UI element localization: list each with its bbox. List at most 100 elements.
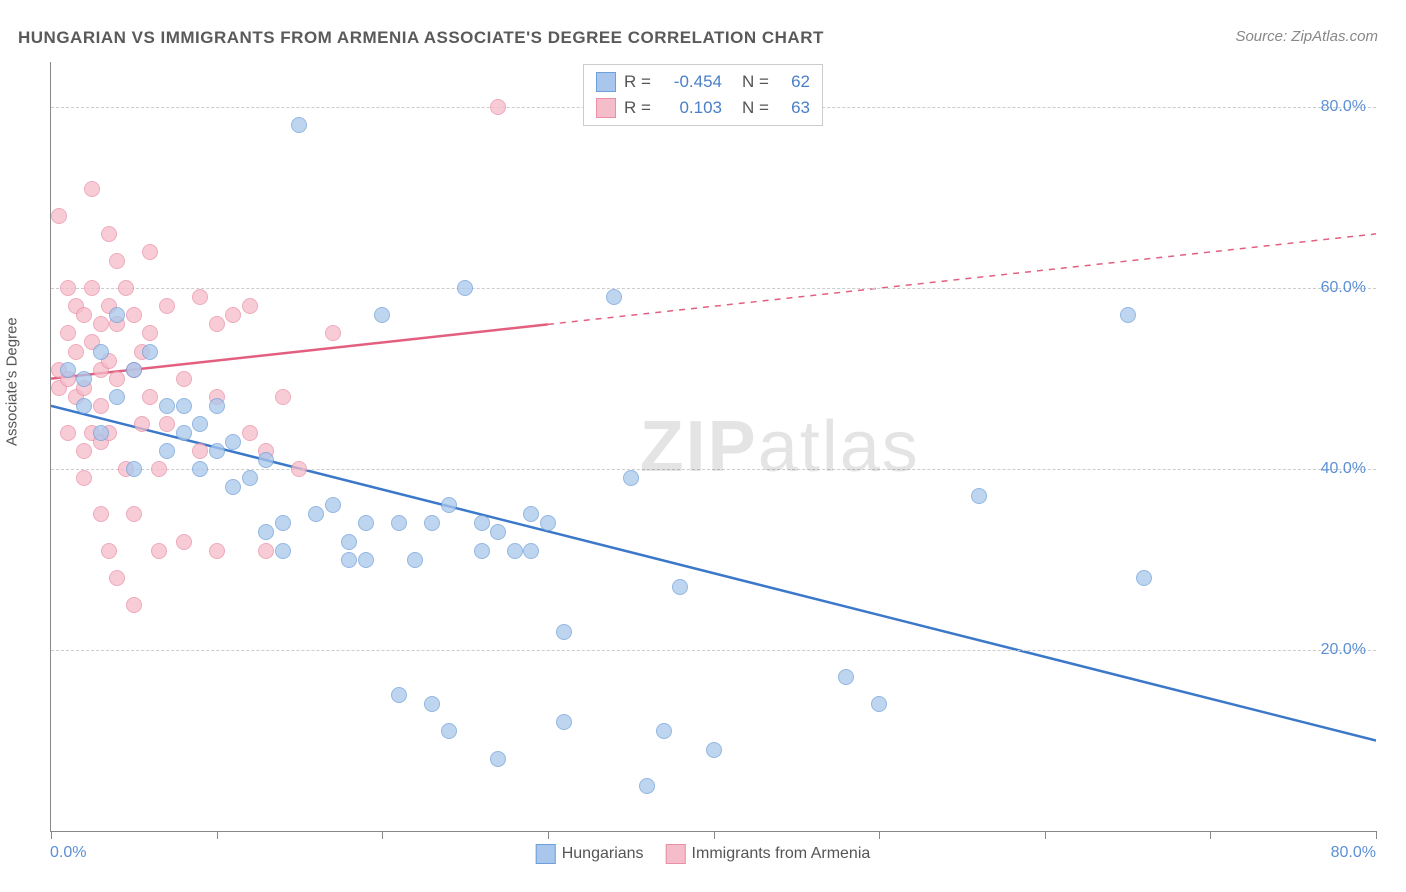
scatter-point [142, 244, 158, 260]
scatter-point [341, 552, 357, 568]
chart-title: HUNGARIAN VS IMMIGRANTS FROM ARMENIA ASS… [18, 28, 824, 48]
x-tick [714, 831, 715, 839]
scatter-point [176, 534, 192, 550]
x-axis-max-label: 80.0% [1331, 844, 1376, 862]
scatter-point [556, 624, 572, 640]
legend-r-value: -0.454 [662, 69, 722, 95]
scatter-point [606, 289, 622, 305]
scatter-point [407, 552, 423, 568]
chart-plot-area: ZIPatlas 20.0%40.0%60.0%80.0% [50, 62, 1376, 832]
scatter-point [391, 515, 407, 531]
scatter-point [76, 398, 92, 414]
scatter-point [441, 497, 457, 513]
scatter-point [490, 751, 506, 767]
scatter-point [101, 226, 117, 242]
scatter-point [93, 316, 109, 332]
scatter-point [84, 181, 100, 197]
scatter-point [1136, 570, 1152, 586]
trend-lines-layer [51, 62, 1376, 831]
scatter-point [126, 506, 142, 522]
scatter-point [60, 280, 76, 296]
x-tick [1210, 831, 1211, 839]
scatter-point [672, 579, 688, 595]
scatter-point [209, 316, 225, 332]
scatter-point [159, 298, 175, 314]
x-tick [548, 831, 549, 839]
x-axis-min-label: 0.0% [50, 844, 86, 862]
scatter-point [291, 461, 307, 477]
scatter-point [474, 543, 490, 559]
scatter-point [209, 443, 225, 459]
scatter-point [507, 543, 523, 559]
scatter-point [540, 515, 556, 531]
legend-row: R =-0.454N =62 [596, 69, 810, 95]
x-tick [382, 831, 383, 839]
scatter-point [126, 307, 142, 323]
scatter-point [109, 253, 125, 269]
legend-r-value: 0.103 [662, 95, 722, 121]
scatter-point [176, 371, 192, 387]
scatter-point [151, 461, 167, 477]
scatter-point [84, 280, 100, 296]
legend-series-label: Hungarians [562, 845, 644, 862]
legend-swatch [666, 844, 686, 864]
scatter-point [358, 515, 374, 531]
y-axis-label: Associate's Degree [4, 317, 21, 446]
scatter-point [142, 389, 158, 405]
scatter-point [51, 208, 67, 224]
scatter-point [523, 543, 539, 559]
scatter-point [325, 497, 341, 513]
y-tick-label: 60.0% [1321, 279, 1366, 297]
legend-n-value: 62 [780, 69, 810, 95]
scatter-point [623, 470, 639, 486]
scatter-point [192, 289, 208, 305]
scatter-point [109, 389, 125, 405]
gridline [51, 288, 1376, 289]
scatter-point [225, 307, 241, 323]
scatter-point [556, 714, 572, 730]
scatter-point [275, 543, 291, 559]
scatter-point [258, 543, 274, 559]
scatter-point [126, 461, 142, 477]
scatter-point [308, 506, 324, 522]
gridline [51, 650, 1376, 651]
scatter-point [523, 506, 539, 522]
scatter-point [118, 280, 134, 296]
scatter-point [93, 506, 109, 522]
scatter-point [192, 416, 208, 432]
y-tick-label: 40.0% [1321, 460, 1366, 478]
legend-swatch [596, 72, 616, 92]
scatter-point [424, 696, 440, 712]
scatter-point [291, 117, 307, 133]
scatter-point [275, 515, 291, 531]
scatter-point [142, 325, 158, 341]
watermark-bold: ZIP [640, 407, 758, 487]
scatter-point [192, 461, 208, 477]
scatter-point [242, 298, 258, 314]
x-tick [1045, 831, 1046, 839]
y-tick-label: 20.0% [1321, 641, 1366, 659]
scatter-point [325, 325, 341, 341]
x-tick [1376, 831, 1377, 839]
x-tick [879, 831, 880, 839]
scatter-point [258, 452, 274, 468]
scatter-point [242, 470, 258, 486]
scatter-point [176, 425, 192, 441]
legend-r-label: R = [624, 95, 654, 121]
correlation-legend: R =-0.454N =62R =0.103N =63 [583, 64, 823, 126]
legend-row: R =0.103N =63 [596, 95, 810, 121]
scatter-point [391, 687, 407, 703]
scatter-point [126, 597, 142, 613]
scatter-point [374, 307, 390, 323]
scatter-point [209, 398, 225, 414]
scatter-point [838, 669, 854, 685]
scatter-point [706, 742, 722, 758]
legend-swatch [536, 844, 556, 864]
y-tick-label: 80.0% [1321, 98, 1366, 116]
scatter-point [159, 398, 175, 414]
legend-n-label: N = [742, 95, 772, 121]
scatter-point [225, 434, 241, 450]
scatter-point [656, 723, 672, 739]
scatter-point [341, 534, 357, 550]
scatter-point [134, 416, 150, 432]
